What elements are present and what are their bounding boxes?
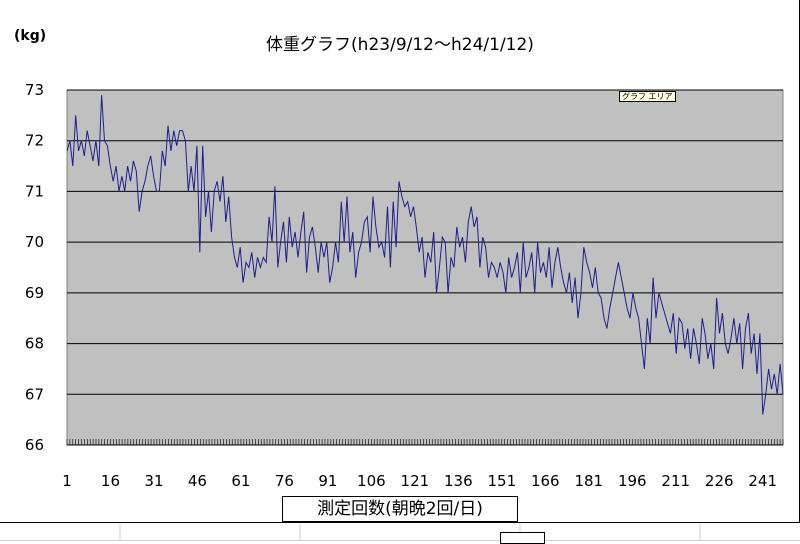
x-tick-label: 16 — [101, 472, 120, 490]
x-tick-label: 136 — [444, 472, 473, 490]
x-tick-label: 76 — [275, 472, 294, 490]
x-tick-label: 91 — [318, 472, 337, 490]
x-tick-label: 1 — [62, 472, 72, 490]
selected-cell[interactable] — [500, 532, 545, 544]
x-axis-title: 測定回数(朝晩2回/日) — [282, 496, 518, 522]
y-gridlines — [67, 89, 783, 446]
chart-area[interactable]: 66 67 68 69 70 71 72 73 1 16 31 46 61 76 91 106 121 136 1… — [0, 0, 800, 523]
y-tick-label: 66 — [25, 436, 44, 454]
x-tick-label: 226 — [705, 472, 734, 490]
x-tick-label: 46 — [188, 472, 207, 490]
x-tick-label: 31 — [144, 472, 163, 490]
x-tick-label: 181 — [574, 472, 603, 490]
y-axis-unit-label: (kg) — [14, 28, 47, 44]
chart-title: 体重グラフ(h23/9/12〜h24/1/12) — [266, 35, 534, 55]
y-axis-tick-labels: 66 67 68 69 70 71 72 73 — [25, 81, 44, 454]
x-axis-minor-ticks — [66, 439, 784, 445]
x-tick-label: 196 — [618, 472, 647, 490]
chart-area-tooltip: グラフ エリア — [619, 91, 676, 102]
x-tick-label: 241 — [748, 472, 777, 490]
y-tick-label: 70 — [25, 233, 44, 251]
plot-area[interactable] — [66, 89, 784, 446]
x-tick-label: 121 — [401, 472, 430, 490]
y-tick-label: 68 — [25, 335, 44, 353]
y-tick-label: 69 — [25, 284, 44, 302]
x-tick-label: 61 — [231, 472, 250, 490]
y-tick-label: 71 — [25, 182, 44, 200]
x-tick-label: 106 — [357, 472, 386, 490]
y-tick-label: 73 — [25, 81, 44, 99]
x-tick-label: 166 — [531, 472, 560, 490]
x-tick-label: 211 — [661, 472, 690, 490]
y-tick-label: 67 — [25, 385, 44, 403]
y-tick-label: 72 — [25, 132, 44, 150]
series-line-weight — [66, 95, 784, 415]
x-axis-tick-labels: 1 16 31 46 61 76 91 106 121 136 151 166 181 196 211 226… — [62, 472, 777, 490]
x-tick-label: 151 — [487, 472, 516, 490]
